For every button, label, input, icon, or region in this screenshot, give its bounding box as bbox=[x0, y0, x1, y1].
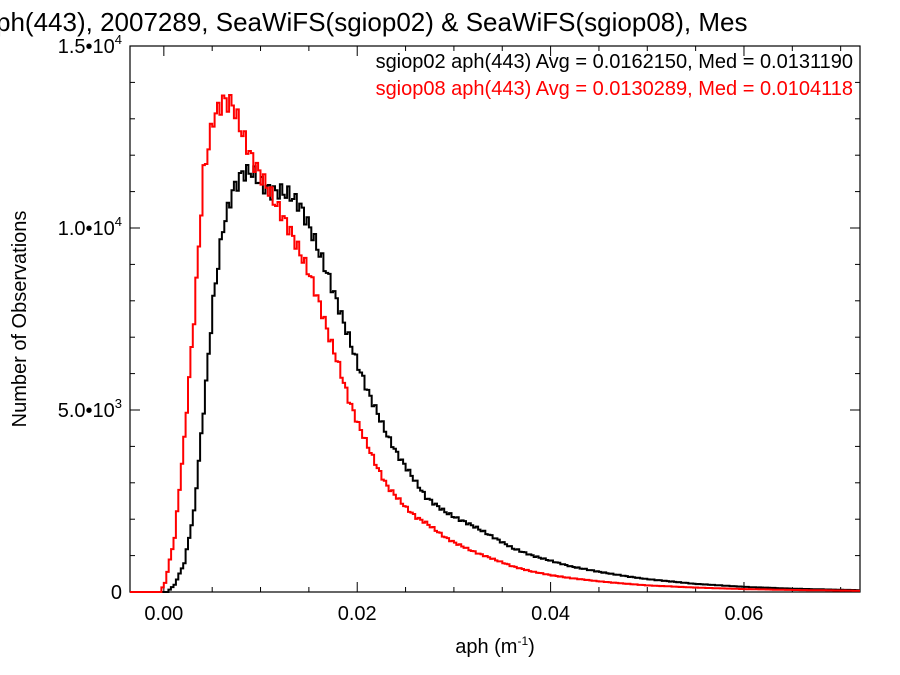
series-line-sgiop08 bbox=[130, 94, 860, 593]
y-tick-label: 0 bbox=[111, 582, 122, 604]
x-axis-ticks: 0.00 0.02 0.04 0.06 bbox=[144, 46, 842, 625]
x-tick-label: 0.00 bbox=[144, 603, 183, 625]
legend-entry-sgiop02: sgiop02 aph(443) Avg = 0.0162150, Med = … bbox=[376, 51, 853, 73]
plot-frame bbox=[129, 45, 861, 593]
x-tick-label: 0.02 bbox=[338, 603, 377, 625]
x-axis-label: aph (m-1) bbox=[455, 634, 535, 658]
legend-entry-sgiop08: sgiop08 aph(443) Avg = 0.0130289, Med = … bbox=[376, 78, 853, 100]
y-axis-label: Number of Observations bbox=[9, 211, 31, 428]
x-axis-label-base: aph (m bbox=[455, 636, 517, 658]
y-axis-ticks: 0 5.0•103 1.0•104 1.5•104 bbox=[58, 32, 860, 604]
x-tick-label: 0.06 bbox=[725, 603, 764, 625]
series-layer bbox=[130, 94, 860, 593]
x-axis-label-tail: ) bbox=[528, 636, 535, 658]
chart-title: ph(443), 2007289, SeaWiFS(sgiop02) & Sea… bbox=[0, 7, 747, 37]
series-line-sgiop02 bbox=[130, 164, 860, 593]
x-tick-label: 0.04 bbox=[531, 603, 570, 625]
y-tick-label: 5.0•103 bbox=[58, 396, 122, 422]
x-axis-label-superscript: -1 bbox=[517, 634, 528, 648]
y-tick-label: 1.0•104 bbox=[58, 214, 122, 240]
y-tick-label: 1.5•104 bbox=[58, 32, 122, 58]
